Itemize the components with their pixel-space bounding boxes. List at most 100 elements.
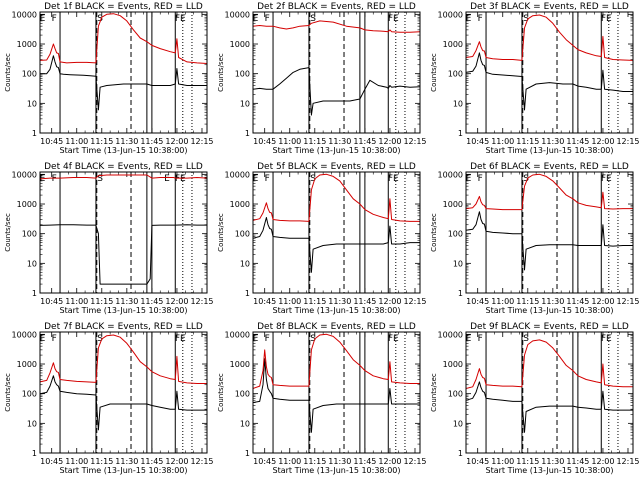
x-tick-label: 11:45 [140,457,163,466]
panel-title: Det 8f BLACK = Events, RED = LLD [257,322,416,332]
x-tick-label: 11:45 [566,457,589,466]
y-tick-label: 1000 [443,40,463,49]
y-tick-label: 1 [458,289,463,298]
interval-letter: S [97,14,103,24]
plot-frame [465,331,634,454]
x-tick-label: 11:15 [516,297,539,306]
x-tick-label: 10:45 [40,457,63,466]
y-tick-label: 100 [22,230,37,239]
y-tick-label: 100 [235,230,250,239]
interval-letter: F [265,174,270,184]
x-tick-label: 11:30 [328,137,351,146]
interval-letter: F [52,174,57,184]
x-tick-label: 12:15 [190,137,213,146]
interval-letter: E [40,14,46,24]
series-line-events [252,217,420,273]
y-tick-label: 1000 [230,200,250,209]
y-tick-label: 1000 [17,200,37,209]
x-tick-label: 11:45 [140,297,163,306]
x-tick-label: 12:00 [591,457,614,466]
plot-frame [39,331,208,454]
x-axis-label: Start Time (13-Jun-15 10:38:00) [273,146,401,155]
x-tick-label: 11:00 [65,137,88,146]
x-tick-label: 11:45 [353,137,376,146]
y-tick-label: 10000 [438,170,463,179]
y-tick-label: 10 [453,99,463,108]
y-axis-label: Counts/sec [217,53,225,92]
x-tick-label: 11:00 [278,297,301,306]
x-axis-label: Start Time (13-Jun-15 10:38:00) [486,306,614,315]
plot-frame [252,11,421,134]
panel-det-7: Det 7f BLACK = Events, RED = LLD Counts/s… [4,322,214,475]
interval-letter: FE [175,334,186,344]
y-axis-label: Counts/sec [4,53,12,92]
y-tick-label: 1000 [443,360,463,369]
x-tick-label: 12:00 [378,297,401,306]
x-tick-label: 12:00 [378,457,401,466]
plot-frame [465,11,634,134]
series-line-events [465,211,633,271]
series-line-events [39,224,207,285]
y-tick-label: 10 [27,99,37,108]
x-tick-label: 10:45 [253,457,276,466]
panel-det-9: Det 9f BLACK = Events, RED = LLD Counts/s… [430,322,640,475]
y-tick-label: 1000 [443,200,463,209]
x-tick-label: 10:45 [466,457,489,466]
x-tick-label: 11:45 [140,137,163,146]
x-tick-label: 12:00 [591,297,614,306]
x-tick-label: 11:45 [566,137,589,146]
x-tick-label: 11:15 [90,297,113,306]
x-tick-label: 11:30 [541,297,564,306]
panel-title: Det 1f BLACK = Events, RED = LLD [44,2,203,12]
x-tick-label: 12:15 [403,297,426,306]
x-tick-label: 11:15 [516,457,539,466]
y-tick-label: 1000 [230,360,250,369]
y-tick-label: 1 [245,449,250,458]
x-tick-label: 12:00 [165,297,188,306]
y-axis-label: Counts/sec [430,53,438,92]
interval-letter: F [265,334,270,344]
interval-letter: E [253,174,259,184]
x-tick-label: 11:30 [328,297,351,306]
series-line-events [252,358,420,433]
y-tick-label: 1000 [17,40,37,49]
y-tick-label: 1000 [17,360,37,369]
y-axis-label: Counts/sec [4,373,12,412]
y-tick-label: 10 [453,259,463,268]
interval-letter: FE [175,14,186,24]
x-tick-label: 11:15 [303,457,326,466]
y-tick-label: 10 [240,259,250,268]
series-line-lld [465,173,633,211]
interval-letter: E [253,334,259,344]
interval-letter: S [310,14,316,24]
interval-letter: S [97,334,103,344]
series-line-lld [465,339,633,389]
series-line-lld [252,333,420,389]
x-tick-label: 11:00 [491,457,514,466]
panel-det-6: Det 6f BLACK = Events, RED = LLD Counts/s… [430,162,640,315]
interval-letter: E [164,174,170,184]
interval-letter: S [523,174,529,184]
x-tick-label: 11:15 [90,137,113,146]
x-tick-label: 12:00 [378,137,401,146]
interval-letter: F [265,14,270,24]
panel-det-8: Det 8f BLACK = Events, RED = LLD Counts/s… [217,322,427,475]
x-axis-label: Start Time (13-Jun-15 10:38:00) [273,306,401,315]
interval-letter: F [52,14,57,24]
interval-letter: S [523,334,529,344]
x-tick-label: 11:00 [491,297,514,306]
x-axis-label: Start Time (13-Jun-15 10:38:00) [60,466,188,475]
interval-letter: E [40,334,46,344]
x-tick-label: 11:15 [516,137,539,146]
y-tick-label: 1000 [230,40,250,49]
y-tick-label: 10000 [225,170,250,179]
interval-letter: S [310,174,316,184]
series-line-events [465,52,633,111]
interval-letter: E [466,334,472,344]
y-tick-label: 10000 [12,10,37,19]
x-tick-label: 10:45 [40,297,63,306]
x-tick-label: 11:45 [353,457,376,466]
panel-det-5: Det 5f BLACK = Events, RED = LLD Counts/s… [217,162,427,315]
x-tick-label: 11:30 [328,457,351,466]
x-tick-label: 11:15 [303,297,326,306]
